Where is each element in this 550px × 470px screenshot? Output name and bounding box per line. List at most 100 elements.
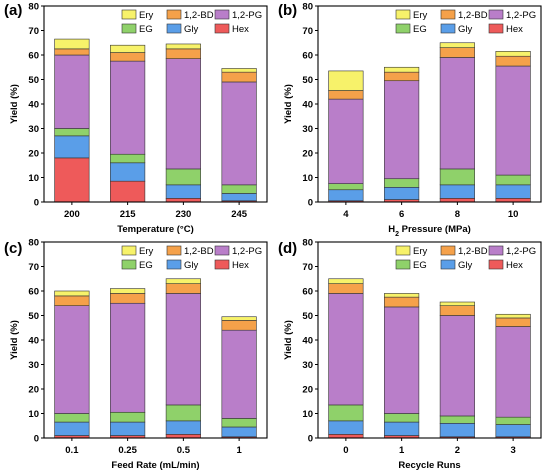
bar-segment (328, 189, 364, 202)
bar-segment (328, 278, 364, 284)
y-tick-label: 30 (28, 124, 39, 135)
bar-segment (165, 420, 201, 435)
bar-segment (328, 420, 364, 435)
legend-swatch (214, 259, 230, 270)
x-tick-label: 230 (175, 209, 191, 220)
bar-segment (110, 180, 146, 203)
x-tick-label: 1 (236, 445, 242, 456)
legend-label: 1,2-PG (232, 10, 262, 21)
y-axis-label: Yield (%) (9, 320, 20, 360)
bar-segment (328, 404, 364, 422)
y-tick-label: 10 (28, 409, 39, 420)
bar-segment (54, 305, 90, 414)
bar-segment (328, 283, 364, 294)
bar-segment (439, 305, 475, 316)
bar-segment (495, 55, 531, 67)
bar-segment (110, 302, 146, 413)
y-tick-label: 0 (308, 433, 313, 444)
y-tick-label: 0 (308, 197, 313, 208)
legend-swatch (214, 245, 230, 256)
legend-swatch (440, 23, 456, 34)
legend-swatch (214, 9, 230, 20)
y-tick-label: 40 (28, 335, 39, 346)
y-tick-label: 10 (28, 173, 39, 184)
bar-segment (328, 183, 364, 191)
legend-swatch (488, 245, 504, 256)
legend-swatch (488, 23, 504, 34)
legend-label: Gly (458, 260, 473, 271)
legend-label: Hex (506, 24, 523, 35)
y-tick-label: 60 (28, 50, 39, 61)
y-tick-label: 70 (28, 262, 39, 273)
x-tick-label: 10 (508, 209, 519, 220)
legend-label: 1,2-BD (458, 10, 488, 21)
bar-segment (384, 413, 420, 423)
panel-tag-a: (a) (4, 2, 23, 19)
bar-segment (221, 68, 257, 73)
legend-swatch (488, 259, 504, 270)
bar-segment (54, 38, 90, 50)
y-tick-label: 30 (302, 360, 313, 371)
y-tick-label: 20 (28, 148, 39, 159)
legend-swatch (395, 9, 411, 20)
legend-swatch (166, 9, 182, 20)
bar-segment (54, 295, 90, 306)
bar-segment (110, 421, 146, 436)
y-tick-label: 0 (34, 433, 39, 444)
y-tick-label: 50 (28, 75, 39, 86)
bar-segment (110, 288, 146, 294)
chart-panel-2: 4 6 8 10 0 10 20 30 40 50 60 70 80 H2 Pressure (MPa) Y… (283, 1, 542, 238)
bar-segment (110, 52, 146, 62)
bar-segment (384, 306, 420, 414)
x-tick-label: 0.1 (65, 445, 79, 456)
bar-segment (110, 60, 146, 155)
legend-swatch (440, 245, 456, 256)
legend-label: Ery (139, 10, 154, 21)
bar-segment (439, 184, 475, 199)
bar-segment (384, 71, 420, 82)
legend-swatch (395, 245, 411, 256)
bar-segment (165, 48, 201, 59)
plot-frame (317, 241, 542, 439)
plot-frame (317, 5, 542, 203)
legend-label: 1,2-PG (232, 246, 262, 257)
bar-segment (165, 293, 201, 406)
bar-segment (221, 81, 257, 186)
bar-segment (384, 66, 420, 73)
bar-segment (165, 58, 201, 170)
legend-swatch (121, 9, 137, 20)
bar-segment (495, 317, 531, 327)
bar-segment (439, 168, 475, 186)
y-tick-label: 20 (302, 148, 313, 159)
bar-segment (495, 326, 531, 418)
bar-segment (110, 293, 146, 304)
legend-label: EG (413, 260, 427, 271)
bar-segment (384, 187, 420, 200)
bar-segment (221, 418, 257, 428)
bar-segment (54, 48, 90, 56)
bar-segment (110, 162, 146, 182)
y-tick-label: 30 (28, 360, 39, 371)
x-tick-label: 0 (343, 445, 348, 456)
bar-segment (221, 184, 257, 194)
x-tick-label: 1 (399, 445, 405, 456)
legend-label: 1,2-BD (184, 10, 214, 21)
bar-segment (328, 70, 364, 91)
y-tick-label: 80 (302, 237, 313, 248)
bar-segment (495, 424, 531, 438)
legend-label: Ery (413, 246, 428, 257)
legend-label: Gly (184, 260, 199, 271)
bar-segment (328, 98, 364, 184)
bar-segment (54, 135, 90, 159)
bar-segment (165, 404, 201, 422)
legend-swatch (395, 23, 411, 34)
x-axis-label: Temperature (°C) (117, 224, 193, 235)
bar-segment (495, 65, 531, 176)
bar-segment (221, 329, 257, 419)
bar-segment (439, 198, 475, 203)
y-tick-label: 10 (302, 173, 313, 184)
x-tick-label: 0.5 (177, 445, 191, 456)
bar-segment (221, 193, 257, 202)
